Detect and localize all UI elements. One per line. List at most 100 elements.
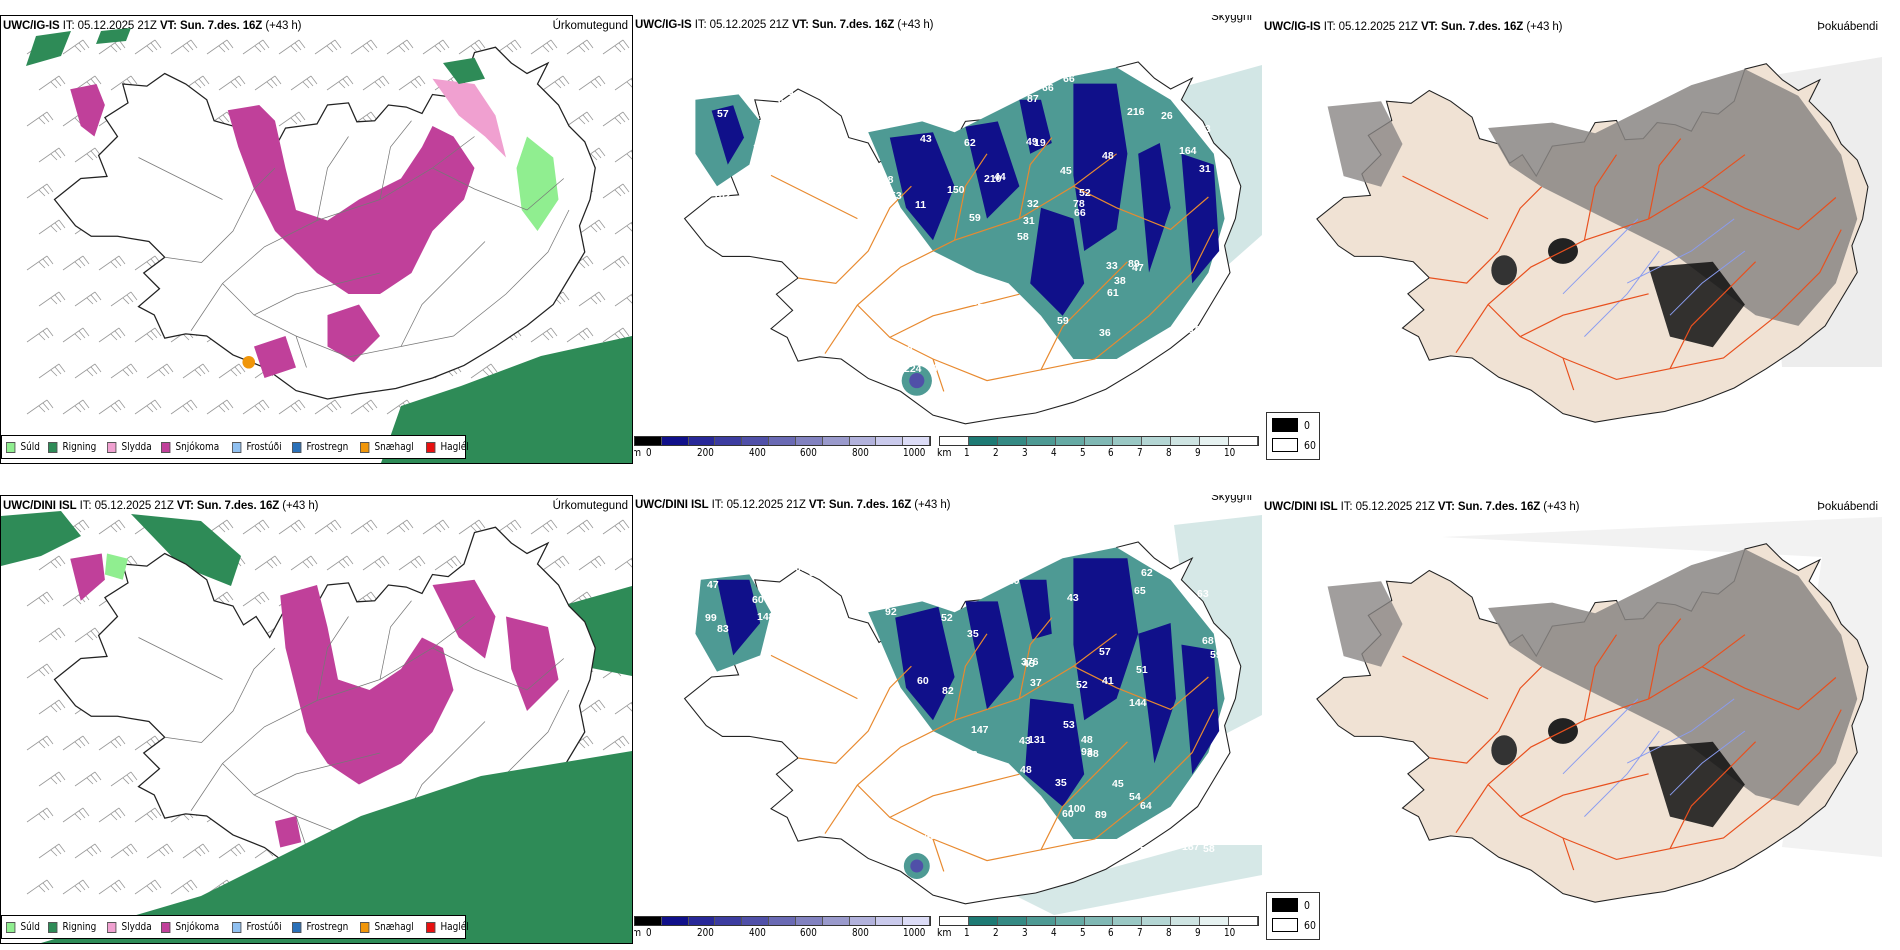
- cloud-base-label: 57: [882, 112, 894, 124]
- init-time: 05.12.2025 21Z: [1355, 501, 1435, 513]
- cloud-base-label: 36: [1099, 327, 1111, 339]
- legend-item: Snjókoma: [161, 921, 219, 933]
- legend-label: 60: [1304, 918, 1316, 932]
- colorbar-tick: 9: [1195, 446, 1201, 459]
- model-name: UWC/DINI ISL: [3, 500, 77, 512]
- cloud-base-label: 89: [1095, 809, 1107, 821]
- wind-barb: [146, 363, 174, 379]
- wind-barb: [566, 39, 594, 55]
- wind-barb: [98, 807, 126, 823]
- wind-barb: [434, 555, 462, 571]
- colorbar-segment: [876, 437, 904, 445]
- variable-name: Úrkomutegund: [552, 20, 628, 32]
- wind-barb: [38, 843, 66, 859]
- cloud-visibility-panel-dini: UWC/DINI ISL IT: 05.12.2025 21Z VT: Sun.…: [634, 495, 1262, 942]
- colorbar-segment: [997, 437, 1027, 445]
- colorbar-segment: [742, 437, 770, 445]
- wind-barb: [350, 519, 378, 535]
- legend-swatch: [292, 441, 302, 453]
- cloud-base-label: 33: [1106, 260, 1118, 272]
- cloud-base-label: 35: [1055, 777, 1067, 789]
- lead-time: (+43 h): [897, 19, 934, 31]
- legend-swatch: [360, 441, 370, 453]
- colorbar-segment: [903, 437, 930, 445]
- cloud-base-label: 34: [1023, 318, 1035, 330]
- cloud-base-label: 59: [969, 212, 981, 224]
- cloud-base-label: 138: [876, 174, 894, 186]
- it-label: IT:: [711, 499, 724, 511]
- wind-barb: [350, 591, 378, 607]
- cloud-base-label: 53: [1063, 719, 1075, 731]
- visibility-colorbar: 1 2 3 4 5 6 7 8 9 10 km: [937, 916, 1259, 942]
- legend-item: Súld: [6, 921, 40, 933]
- colorbar-segment: [849, 437, 877, 445]
- legend-item: Rigning: [47, 921, 96, 933]
- wind-barb: [530, 327, 558, 343]
- wind-barb: [74, 147, 102, 163]
- legend-label: Snjókoma: [175, 921, 220, 933]
- wind-barb: [26, 327, 54, 343]
- cloud-base-label: 39: [926, 298, 938, 310]
- wind-barb: [218, 75, 246, 91]
- legend-swatch: [6, 441, 16, 453]
- wind-barb: [314, 39, 342, 55]
- wind-barb: [362, 555, 390, 571]
- legend-item: Haglél: [425, 921, 468, 933]
- panel-header: UWC/DINI ISL IT: 05.12.2025 21Z VT: Sun.…: [3, 500, 318, 512]
- wind-barb: [578, 75, 606, 91]
- it-label: IT:: [694, 19, 707, 31]
- lead-time: (+43 h): [282, 500, 319, 512]
- variable-name: Úrkomutegund: [552, 500, 628, 512]
- init-time: 05.12.2025 21Z: [709, 19, 789, 31]
- wind-barb: [530, 519, 558, 535]
- wind-barb: [614, 293, 632, 307]
- colorbar-segment: [968, 437, 998, 445]
- legend-item: Snæhagl: [360, 921, 414, 933]
- legend-item: Snjókoma: [161, 441, 219, 453]
- snow-area-north: [227, 105, 475, 294]
- cloud-base-label: 78: [1073, 198, 1085, 210]
- cloud-base-label: 56: [786, 599, 798, 611]
- colorbar-tick: 3: [1021, 926, 1028, 939]
- wind-barb: [350, 39, 378, 55]
- colorbar-tick: 4: [1050, 926, 1057, 939]
- wind-barb: [26, 183, 54, 199]
- cloud-base-label: 49: [898, 727, 910, 739]
- dense-fog-area: [1648, 261, 1745, 348]
- colorbar-segment: [1200, 917, 1230, 925]
- cloud-base-label: 52: [983, 812, 995, 824]
- variable-name: Skyggni: [1211, 15, 1252, 23]
- wind-barb: [386, 39, 414, 55]
- cloud-base-label: 61: [1210, 823, 1222, 835]
- cloud-base-label: 26: [1161, 110, 1173, 122]
- cloud-base-label: 38: [1114, 275, 1126, 287]
- wind-barb: [350, 111, 378, 127]
- wind-barb: [614, 77, 632, 91]
- model-name: UWC/IG-IS: [1264, 21, 1321, 33]
- init-time: 05.12.2025 21Z: [94, 500, 174, 512]
- cloud-base-label: 328: [876, 791, 894, 803]
- it-label: IT:: [79, 500, 92, 512]
- wind-barb: [218, 363, 246, 379]
- colorbar-tick: 400: [748, 926, 766, 939]
- it-label: IT:: [1323, 21, 1336, 33]
- lead-time: (+43 h): [1526, 21, 1563, 33]
- legend-label: Slydda: [121, 921, 152, 933]
- wind-barb: [278, 39, 306, 55]
- colorbar-segment: [769, 437, 796, 445]
- wind-barb: [326, 75, 354, 91]
- fog-indicator-panel-ig-is: UWC/IG-IS IT: 05.12.2025 21Z VT: Sun. 7.…: [1262, 15, 1882, 462]
- wind-barb: [26, 879, 54, 895]
- rain-area-offshore: [381, 336, 632, 463]
- init-time: 05.12.2025 21Z: [1338, 21, 1418, 33]
- wind-barb: [98, 255, 126, 271]
- colorbar-segment: [635, 437, 662, 445]
- wind-barb: [110, 771, 138, 787]
- wind-barb: [62, 255, 90, 271]
- cloud-base-label: 56: [809, 567, 821, 579]
- colorbar-tick: 10: [1224, 926, 1236, 939]
- model-name: UWC/IG-IS: [635, 19, 692, 31]
- cloud-base-label: 54: [896, 696, 908, 708]
- wind-barb: [134, 39, 162, 55]
